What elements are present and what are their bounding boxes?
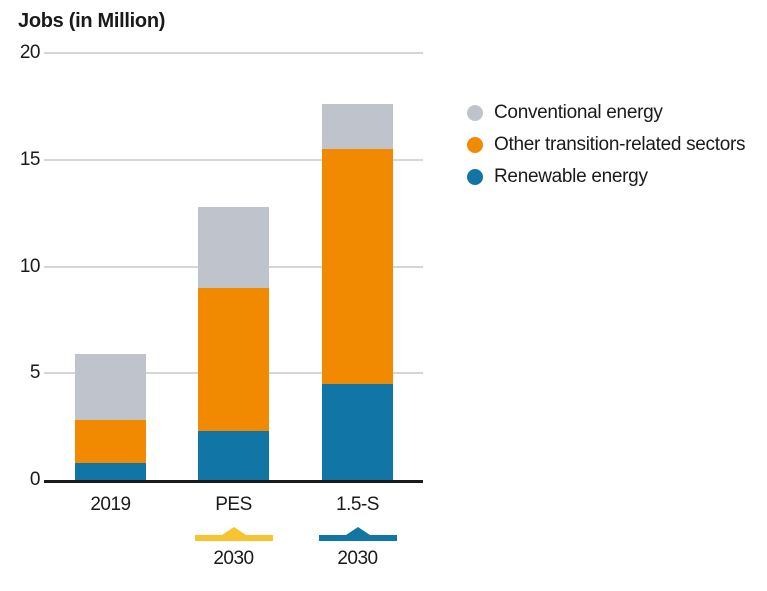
bar-segment-conventional-energy — [322, 104, 393, 150]
legend-item-other-transition-sectors: Other transition-related sectors — [467, 133, 746, 157]
bar-segment-other-transition-related-sectors — [322, 149, 393, 384]
legend-label: Renewable energy — [494, 166, 648, 187]
bar-PES — [198, 206, 269, 480]
year-brace-1.5-s — [318, 535, 397, 541]
bar-segment-renewable-energy — [198, 430, 269, 480]
gridline-15 — [44, 158, 423, 161]
bar-segment-renewable-energy — [322, 383, 393, 480]
y-axis-tick-label: 15 — [19, 148, 41, 170]
bar-segment-other-transition-related-sectors — [198, 287, 269, 431]
bar-segment-conventional-energy — [75, 354, 146, 421]
bar-segment-other-transition-related-sectors — [75, 420, 146, 463]
chart-title: Jobs (in Million) — [18, 10, 166, 32]
legend-label: Conventional energy — [494, 102, 663, 123]
year-group-label: 2030 — [213, 548, 254, 569]
bar-1.5-S — [322, 104, 393, 480]
legend: Conventional energy Other transition-rel… — [467, 101, 746, 197]
legend-item-renewable-energy: Renewable energy — [467, 165, 745, 189]
x-axis-label-PES: PES — [215, 494, 252, 515]
x-axis-line — [44, 480, 423, 483]
y-axis-tick-label: 5 — [29, 362, 41, 384]
legend-swatch-circle-icon — [467, 105, 483, 121]
legend-swatch-circle-icon — [467, 137, 483, 153]
year-brace-arrow-icon — [221, 527, 246, 535]
y-axis-tick-label: 10 — [19, 255, 41, 277]
legend-label: Other transition-related sectors — [494, 134, 746, 155]
bar-segment-conventional-energy — [198, 206, 269, 288]
y-axis-tick-label: 20 — [19, 42, 41, 63]
bar-segment-renewable-energy — [75, 462, 146, 480]
bar-2019 — [75, 354, 146, 480]
y-axis-tick-label: 0 — [29, 469, 41, 490]
year-brace-pes — [194, 535, 273, 541]
x-axis-label-1.5-S: 1.5-S — [336, 494, 379, 515]
x-axis-label-2019: 2019 — [90, 494, 131, 515]
gridline-20 — [44, 52, 423, 54]
year-group-label: 2030 — [337, 548, 378, 569]
legend-swatch-circle-icon — [467, 169, 483, 185]
legend-item-conventional-energy: Conventional energy — [467, 101, 745, 125]
year-brace-arrow-icon — [345, 527, 370, 535]
